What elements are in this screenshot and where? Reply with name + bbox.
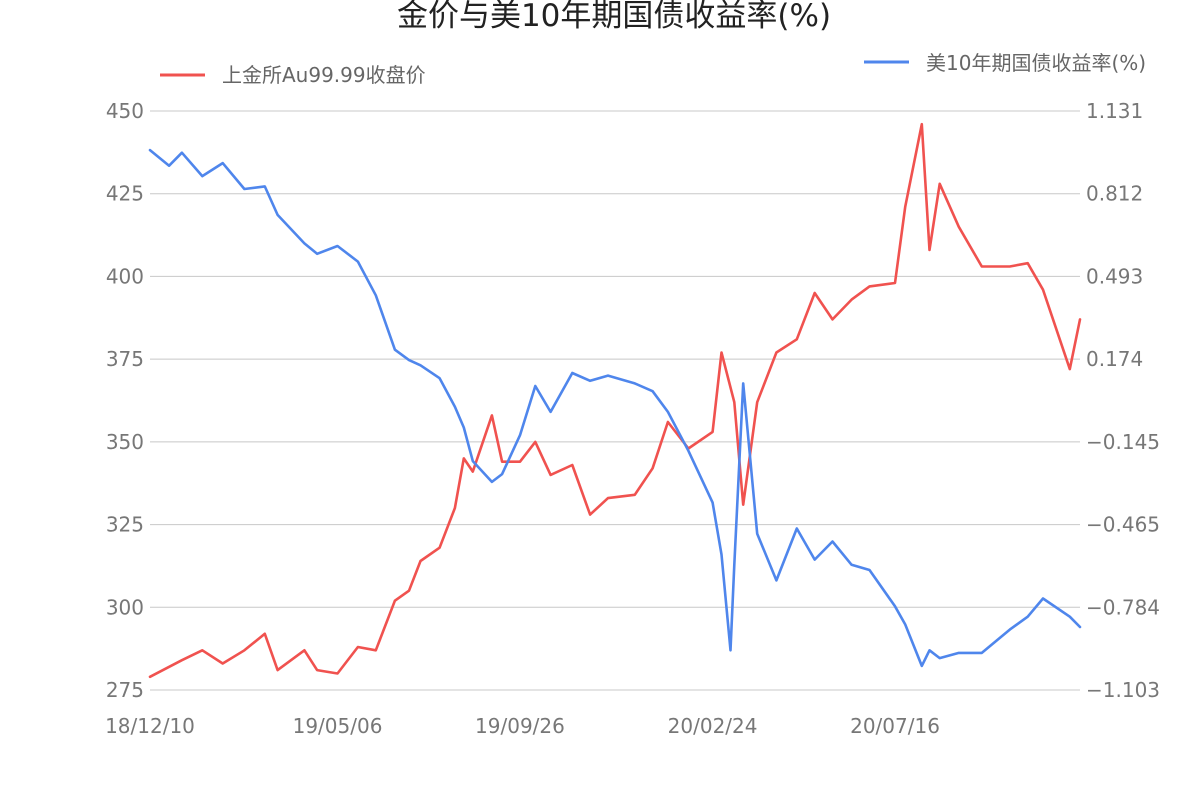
- legend-gold-label: 上金所Au99.99收盘价: [222, 63, 426, 87]
- grid-lines: [150, 110, 1080, 691]
- left-tick-label: 325: [106, 513, 144, 537]
- left-tick-label: 425: [106, 182, 144, 206]
- right-tick-label: −1.103: [1086, 678, 1160, 702]
- x-tick-label: 18/12/10: [105, 714, 195, 738]
- legend-yield: 美10年期国债收益率(%): [864, 51, 1146, 75]
- x-tick-label: 20/07/16: [850, 714, 940, 738]
- right-tick-label: −0.145: [1086, 430, 1160, 454]
- right-tick-label: −0.465: [1086, 513, 1160, 537]
- chart-title: 金价与美10年期国债收益率(%): [397, 0, 831, 34]
- left-tick-label: 450: [106, 99, 144, 123]
- left-tick-label: 400: [106, 264, 144, 288]
- left-tick-label: 350: [106, 430, 144, 454]
- x-tick-label: 19/09/26: [475, 714, 565, 738]
- legend-gold: 上金所Au99.99收盘价: [160, 63, 426, 87]
- right-tick-label: 0.812: [1086, 182, 1143, 206]
- x-axis-ticks: 18/12/10 19/05/06 19/09/26 20/02/24 20/07/16: [105, 714, 940, 738]
- left-tick-label: 300: [106, 595, 144, 619]
- right-tick-label: 0.174: [1086, 347, 1143, 371]
- left-axis-ticks: 450 425 400 375 350 325 300 275: [106, 99, 144, 702]
- x-tick-label: 19/05/06: [293, 714, 383, 738]
- right-axis-ticks: 1.131 0.812 0.493 0.174 −0.145 −0.465 −0.784 −1…: [1086, 99, 1160, 702]
- x-tick-label: 20/02/24: [668, 714, 758, 738]
- series-lines: [148, 122, 1082, 679]
- gold-price-line: [148, 122, 1082, 679]
- left-tick-label: 275: [106, 678, 144, 702]
- right-tick-label: −0.784: [1086, 595, 1160, 619]
- legend-yield-label: 美10年期国债收益率(%): [926, 51, 1146, 75]
- us10y-yield-line: [148, 148, 1082, 668]
- left-tick-label: 375: [106, 347, 144, 371]
- right-tick-label: 0.493: [1086, 264, 1143, 288]
- right-tick-label: 1.131: [1086, 99, 1143, 123]
